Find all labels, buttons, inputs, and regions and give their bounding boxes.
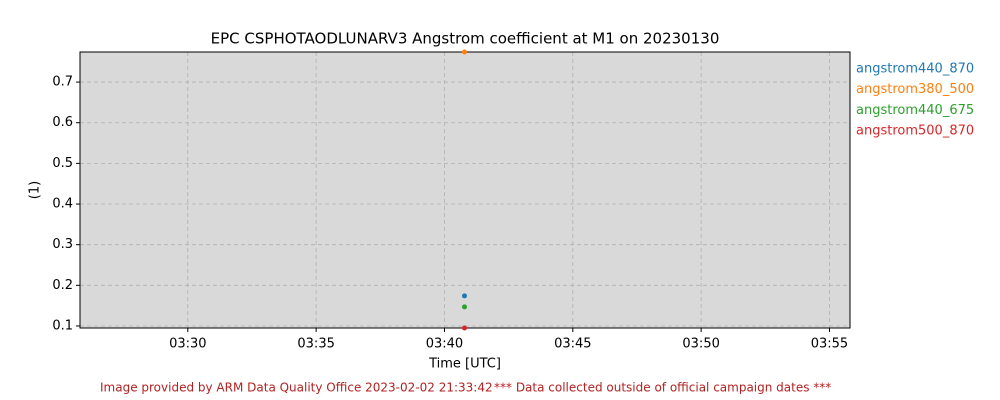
x-tick-label: 03:40 <box>426 337 463 352</box>
plot-area <box>80 52 850 328</box>
legend-entry: angstrom380_500 <box>856 82 974 97</box>
y-tick-label: 0.2 <box>52 278 73 293</box>
chart-title: EPC CSPHOTAODLUNARV3 Angstrom coefficien… <box>211 30 720 48</box>
y-tick-label: 0.6 <box>52 115 73 130</box>
point <box>461 304 467 310</box>
point <box>461 49 467 55</box>
x-axis-label: Time [UTC] <box>428 357 501 372</box>
y-tick-label: 0.3 <box>52 237 73 252</box>
y-axis-label: (1) <box>28 181 43 199</box>
y-tick-label: 0.1 <box>52 318 73 333</box>
footer-note: *** Data collected outside of official c… <box>494 381 831 395</box>
legend-entry: angstrom440_675 <box>856 103 974 118</box>
y-tick-label: 0.5 <box>52 156 73 171</box>
point <box>461 293 467 299</box>
x-tick-label: 03:50 <box>682 337 719 352</box>
x-tick-label: 03:55 <box>811 337 848 352</box>
x-tick-label: 03:45 <box>554 337 591 352</box>
x-tick-label: 03:35 <box>297 337 334 352</box>
legend-entry: angstrom500_870 <box>856 124 974 139</box>
y-tick-label: 0.4 <box>52 197 73 212</box>
legend-entry: angstrom440_870 <box>856 62 974 77</box>
y-tick-label: 0.7 <box>52 75 73 90</box>
x-tick-label: 03:30 <box>169 337 206 352</box>
point <box>461 325 467 331</box>
footer: Image provided by ARM Data Quality Offic… <box>100 381 493 395</box>
